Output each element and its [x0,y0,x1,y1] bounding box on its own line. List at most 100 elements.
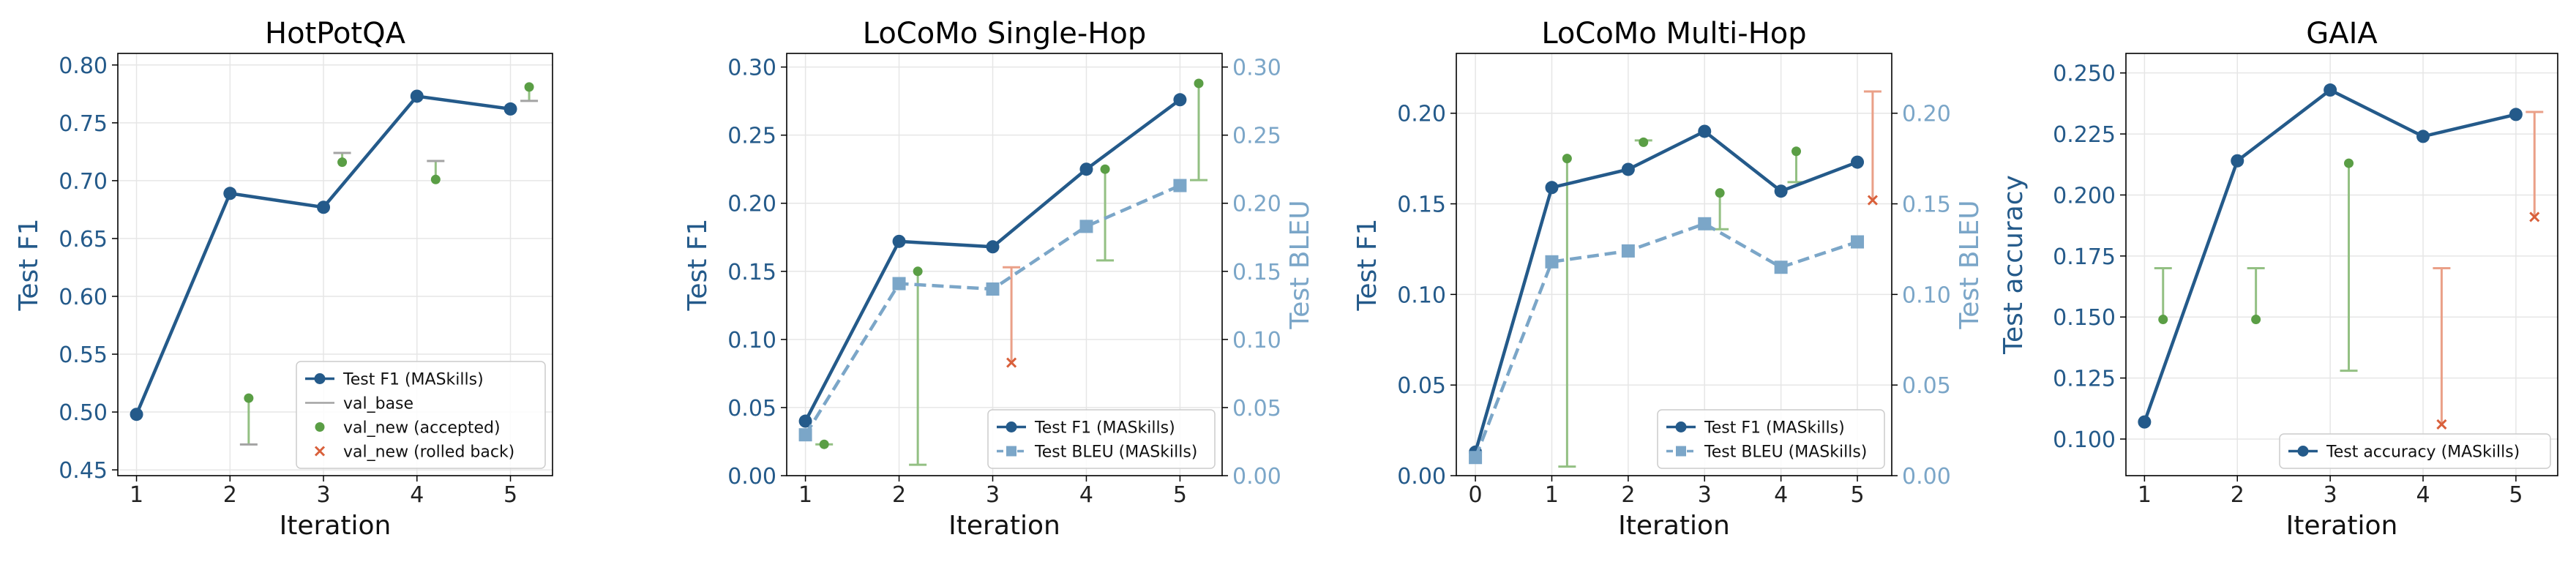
y2-tick-label: 0.30 [1232,56,1281,81]
legend-label: val_new (rolled back) [343,443,514,462]
y-tick-label: 0.00 [1397,464,1446,490]
y-tick-label: 0.15 [1397,192,1446,218]
chart-panel-4: 1 2 3 4 5 0.100 0.125 0.150 0.175 0.200 0.225 0.250… [1999,17,2558,541]
y2-tick-label: 0.20 [1902,102,1951,127]
series-point-f1 [986,240,1000,254]
y-axis-label: Test F1 [683,219,713,312]
legend: Test F1 (MASkills) Test BLEU (MASkills) [1657,409,1885,469]
x-tick-label: 2 [2231,482,2244,508]
series-point-f1 [2231,154,2244,168]
y-tick-label: 0.30 [727,56,776,81]
y2-tick-label: 0.00 [1902,464,1951,490]
val-new-accepted-point [2344,158,2354,168]
legend-label: Test F1 (MASkills) [1034,419,1175,438]
legend-swatch-dot [315,422,325,432]
y-tick-label: 0.20 [1397,102,1446,127]
chart-title: LoCoMo Single-Hop [863,17,1147,50]
legend-label: Test F1 (MASkills) [1704,419,1845,438]
axes-frame [2125,53,2558,476]
y-tick-label: 0.175 [2053,244,2116,270]
legend-label: Test BLEU (MASkills) [1034,443,1197,462]
series-point-f1 [1851,155,1865,169]
series-point-bleu [1698,217,1712,231]
legend-label: val_new (accepted) [343,419,501,438]
y2-tick-label: 0.20 [1232,192,1281,217]
y-tick-label: 0.225 [2053,122,2116,148]
y-tick-label: 0.05 [727,396,776,422]
legend: Test F1 (MASkills) val_base val_new (accep… [296,361,546,469]
val-new-accepted-point [819,439,829,449]
val-new-rolled-back-point [2436,419,2447,430]
y-tick-label: 0.20 [727,192,776,217]
y-tick-label: 0.200 [2053,183,2116,209]
x-tick-label: 3 [986,482,1000,508]
x-tick-label: 2 [892,482,906,508]
x-tick-label: 1 [798,482,812,508]
x-tick-label: 1 [2138,482,2152,508]
legend-box [987,409,1216,469]
series-point-f1 [2416,130,2430,143]
val-new-rolled-back-point [1867,195,1878,206]
x-axis-label: Iteration [2286,511,2398,541]
y-tick-label: 0.50 [59,400,108,426]
y2-tick-label: 0.10 [1232,328,1281,353]
legend-swatch-dot [1675,422,1687,432]
y-tick-label: 0.75 [59,111,108,137]
val-new-accepted-point [1639,137,1649,147]
series-point-bleu [1774,261,1788,274]
val-new-accepted-point [1100,164,1110,174]
x-axis-label: Iteration [948,511,1060,541]
legend-label: val_base [343,395,413,413]
y-tick-label: 0.65 [59,227,108,252]
y2-tick-label: 0.00 [1232,464,1281,490]
legend-box [296,361,546,469]
x-tick-label: 2 [223,482,237,508]
val-new-rolled-back-point [1006,357,1017,368]
x-tick-label: 5 [1173,482,1187,508]
series-point-f1 [1173,93,1187,107]
axes-frame [786,53,1223,476]
y-axis-label: Test F1 [1352,219,1382,312]
series-point-f1 [798,414,812,428]
series-point-f1 [1698,124,1712,138]
series-point-bleu [1621,244,1635,258]
y-axis-label: Test accuracy [1999,175,2029,355]
series-point-f1 [1774,184,1788,198]
x-tick-label: 3 [2324,482,2337,508]
legend-swatch-square [1676,446,1686,457]
legend-swatch-dot [314,373,326,384]
x-tick-label: 3 [1698,482,1712,508]
y2-axis-label: Test BLEU [1285,200,1315,329]
val-new-accepted-point [244,393,254,403]
series-point-f1 [317,201,331,214]
x-tick-label: 4 [2416,482,2430,508]
y-tick-label: 0.70 [59,169,108,195]
legend-label: Test accuracy (MASkills) [2326,443,2520,462]
chart-title: GAIA [2306,17,2378,50]
x-tick-label: 5 [503,482,517,508]
legend-box [2279,433,2551,469]
val-new-accepted-point [2158,315,2168,325]
x-axis-label: Iteration [280,511,392,541]
x-tick-label: 1 [130,482,143,508]
x-tick-label: 5 [2509,482,2523,508]
series-point-f1 [2324,83,2337,97]
y2-tick-label: 0.15 [1902,192,1951,218]
val-new-accepted-point [337,157,348,168]
series-point-bleu [1079,220,1093,233]
y2-tick-label: 0.10 [1902,282,1951,308]
legend-label: Test BLEU (MASkills) [1704,443,1867,462]
series-point-bleu [892,277,906,291]
legend: Test F1 (MASkills) Test BLEU (MASkills) [987,409,1216,469]
y-tick-label: 0.150 [2053,305,2116,331]
y-tick-label: 0.05 [1397,373,1446,399]
axes-frame [1456,53,1892,476]
series-line-f1 [1473,129,1858,453]
series-point-f1 [1621,162,1635,176]
x-axis-label: Iteration [1618,511,1730,541]
legend-label: Test F1 (MASkills) [342,371,484,389]
x-tick-label: 4 [1079,482,1093,508]
legend-swatch-dot [1006,422,1017,432]
y2-tick-label: 0.15 [1232,260,1281,285]
val-new-accepted-point [1791,146,1802,157]
